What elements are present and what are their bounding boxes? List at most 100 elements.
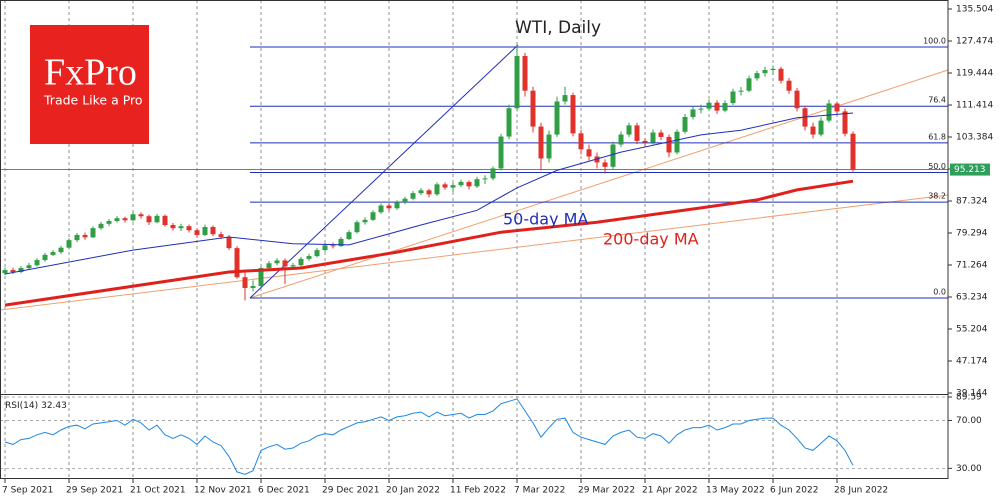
candle-body [682,117,688,132]
ma-label: 200-day MA [603,230,699,249]
candle-body [402,198,408,203]
frame [0,0,949,479]
candle-body [410,193,416,199]
candle-body [442,184,448,188]
candle-body [234,248,240,278]
candle-body [74,234,80,241]
x-tick-label: 6 Dec 2021 [258,486,310,496]
candle-body [722,103,728,111]
candle-body [746,78,752,91]
plot [0,44,948,307]
candle-body [642,140,648,143]
candle-body [266,263,272,269]
candle-body [18,268,24,273]
rsi-tick-label: 70.00 [956,416,982,426]
last-price-box [950,163,990,176]
trend-line [0,194,949,311]
candle-body [250,285,256,288]
candle-body [298,258,304,266]
fib-label: 0.0 [933,288,946,297]
candle-body [618,134,624,145]
candle-body [418,190,424,194]
candle-body [314,250,320,257]
candle-body [242,277,248,288]
candle-body [466,181,472,187]
y-tick-label: 71.264 [956,260,988,270]
candle-body [26,265,32,269]
candle-body [786,80,792,91]
candle-body [570,95,576,134]
logo-name: FxPro [44,52,137,94]
y-tick-label: 135.504 [956,4,993,14]
candle-body [530,90,536,127]
x-tick-label: 29 Sep 2021 [66,486,123,496]
candle-body [658,132,664,137]
candle-body [122,218,128,221]
rsi-value: 32.43 [41,401,67,411]
candle-body [602,162,608,167]
x-tick-label: 13 May 2022 [706,486,765,496]
x-tick-label: 29 Mar 2022 [578,486,635,496]
candle-body [162,215,168,226]
candle-body [538,126,544,159]
ma-label: 50-day MA [503,210,588,229]
candle-body [58,247,64,253]
candle-body [106,221,112,224]
y-tick-label: 127.474 [956,36,993,46]
candle-body [186,226,192,231]
candle-body [138,214,144,217]
candle-body [490,168,496,179]
fib-label: 50.0 [928,162,946,171]
candle-body [706,102,712,109]
moving-average [4,112,854,275]
candle-body [66,240,72,248]
candle-body [762,69,768,74]
candle-body [794,90,800,109]
candle-body [82,234,88,238]
fib-label: 61.8 [928,132,946,141]
candle-body [322,245,328,251]
rsi-name: RSI(14) [5,401,38,411]
candle-body [498,136,504,169]
candle-body [378,205,384,213]
candle-body [386,205,392,209]
candle-body [634,125,640,141]
candle-body [474,179,480,187]
x-tick-label: 6 Jun 2022 [770,486,818,496]
candle-body [626,125,632,135]
last-price-label: 95.213 [954,165,986,175]
x-tick-label: 21 Apr 2022 [642,486,698,496]
candle-body [34,260,40,266]
candle-body [754,73,760,79]
candle-body [586,149,592,157]
candle-body [10,270,16,273]
candle-body [674,131,680,153]
candle-body [850,133,856,170]
candle-body [666,136,672,153]
candle-body [610,144,616,167]
x-tick-label: 20 Jan 2022 [386,486,440,496]
candle-body [842,111,848,134]
candle-body [282,260,288,267]
x-tick-label: 12 Nov 2021 [194,486,252,496]
candle-body [362,219,368,223]
candle-body [738,90,744,92]
x-tick-label: 7 Mar 2022 [514,486,565,496]
y-tick-label: 111.414 [956,100,993,110]
candle-body [506,108,512,137]
y-tick-label: 79.294 [956,228,988,238]
fib-label: 76.4 [928,96,946,105]
chart-title: WTI, Daily [515,18,601,38]
candle-body [690,109,696,118]
trend-line [249,69,949,299]
x-tick-label: 29 Dec 2021 [322,486,380,496]
y-tick-label: 119.444 [956,68,993,78]
logo-box [30,25,149,144]
candle-body [90,228,96,238]
candle-body [178,226,184,229]
candle-body [290,265,296,267]
logo-tagline: Trade Like a Pro [43,93,143,108]
candle-body [170,225,176,229]
